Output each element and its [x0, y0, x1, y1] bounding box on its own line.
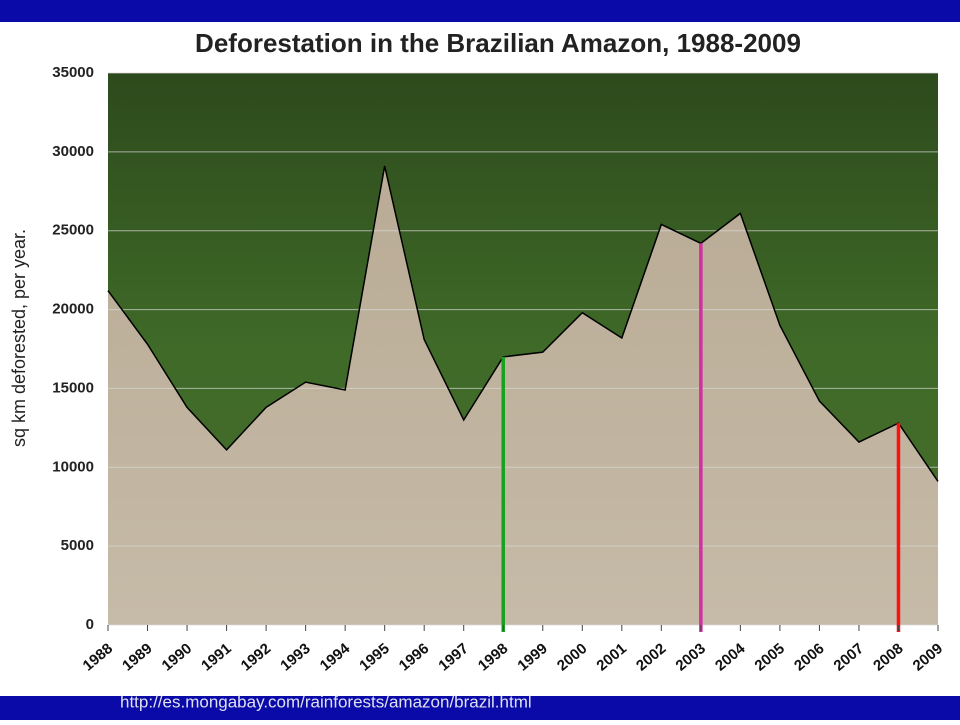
source-url: http://es.mongabay.com/rainforests/amazo… [120, 692, 532, 711]
x-tick-label: 1989 [119, 640, 155, 674]
x-tick-label: 1998 [475, 640, 511, 674]
x-tick-label: 2000 [554, 640, 590, 674]
x-tick-label: 1991 [198, 640, 234, 674]
chart-title: Deforestation in the Brazilian Amazon, 1… [195, 28, 801, 58]
x-tick-label: 1995 [356, 640, 392, 674]
y-tick-label: 20000 [52, 301, 94, 318]
x-tick-label: 1993 [277, 640, 313, 674]
x-tick-label: 2004 [712, 640, 749, 675]
x-tick-label: 2003 [672, 640, 708, 674]
y-tick-label: 35000 [52, 64, 94, 81]
x-tick-label: 2009 [910, 640, 946, 674]
x-tick-label: 1999 [514, 640, 550, 674]
line [107, 165, 939, 482]
x-tick-label: 1992 [238, 640, 274, 674]
bottom-band [0, 696, 960, 720]
y-axis-label: sq km deforested, per year. [9, 229, 29, 447]
x-tick-label: 1990 [159, 640, 195, 674]
x-tick-label: 2001 [593, 640, 629, 674]
x-tick-label: 2007 [831, 640, 867, 674]
area [108, 166, 938, 625]
x-tick-label: 1997 [435, 640, 471, 674]
x-tick-label: 1994 [317, 640, 354, 675]
x-tick-label: 2008 [870, 640, 906, 674]
top-band [0, 0, 960, 22]
x-tick-label: 2006 [791, 640, 827, 674]
x-tick-label: 1996 [396, 640, 432, 674]
y-tick-label: 5000 [61, 537, 94, 554]
y-tick-label: 0 [86, 616, 94, 633]
x-tick-label: 2002 [633, 640, 669, 674]
y-tick-label: 15000 [52, 379, 94, 396]
y-tick-label: 30000 [52, 143, 94, 160]
x-tick-label: 2005 [752, 640, 788, 674]
y-tick-label: 10000 [52, 458, 94, 475]
x-tick-label: 1988 [80, 640, 116, 674]
y-tick-label: 25000 [52, 222, 94, 239]
